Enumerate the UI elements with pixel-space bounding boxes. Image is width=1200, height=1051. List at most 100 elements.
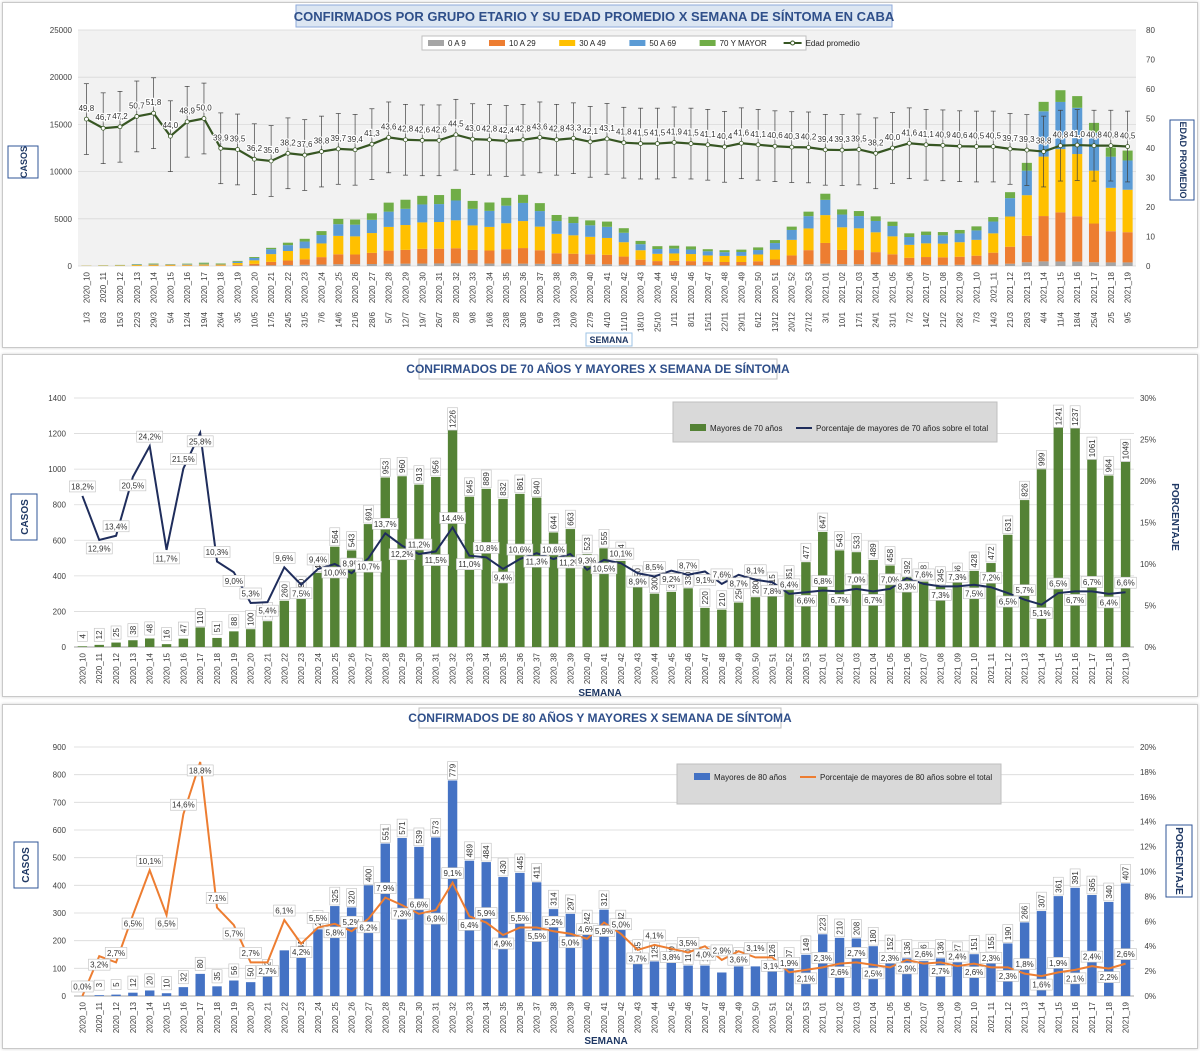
bar-segment-1: [988, 264, 999, 266]
percentage-label: 10,1%: [609, 550, 632, 559]
ylabel-box: [10, 493, 38, 541]
x-tick-week: 2020_52: [785, 1001, 794, 1033]
percentage-label-box: [458, 919, 481, 931]
bar-label-box: [867, 540, 879, 560]
x-tick-week: 2020_10: [78, 1001, 87, 1033]
x-tick-date: 3/1: [821, 311, 830, 323]
bar: [1036, 469, 1047, 647]
x-tick-week: 2020_53: [802, 652, 811, 684]
bar-label: 953: [381, 460, 390, 474]
bar-label-box: [329, 886, 341, 906]
percentage-label: 6,7%: [1083, 578, 1101, 587]
x-tick-week: 2021_08: [937, 1001, 946, 1033]
x-tick-week: 2020_28: [381, 652, 390, 684]
percentage-label-box: [1030, 978, 1053, 991]
bar: [582, 929, 592, 996]
bar-segment-5: [971, 226, 982, 231]
x-tick-week: 2021_06: [903, 652, 912, 684]
bar: [632, 584, 643, 647]
bar-segment-1: [786, 264, 797, 266]
x-tick-week: 2021_16: [1071, 652, 1080, 684]
bar-segment-1: [1105, 262, 1116, 266]
bar: [565, 529, 576, 647]
bar-label: 551: [381, 826, 390, 840]
percentage-label-box: [1097, 971, 1120, 983]
bar-segment-3: [517, 221, 529, 249]
bar-segment-3: [870, 232, 881, 253]
bar-segment-3: [971, 239, 982, 256]
x-tick-week: 2021_11: [987, 652, 996, 683]
percentage-label-box: [811, 952, 834, 964]
bar: [111, 642, 121, 647]
edad-promedio-point: [537, 134, 543, 140]
percentage-label-box: [540, 543, 567, 556]
x-tick-week: 2020_34: [485, 271, 494, 303]
x-tick-week: 2020_30: [418, 271, 427, 303]
percentage-label: 5,9%: [477, 909, 495, 918]
bar-label-box: [480, 469, 492, 489]
chart-mayores-80: CONFIRMADOS DE 80 AÑOS Y MAYORES X SEMAN…: [13, 707, 1193, 1047]
bar: [616, 929, 626, 996]
edad-promedio-point: [151, 110, 156, 116]
x-tick-week: 2020_51: [768, 652, 777, 684]
bar: [245, 982, 256, 996]
bar: [818, 531, 828, 647]
edad-promedio-label: 41,5: [650, 129, 666, 138]
x-tick-week: 2021_03: [852, 1001, 861, 1033]
bar-segment-1: [551, 264, 562, 266]
bar: [1003, 943, 1013, 996]
bar-label-box: [851, 919, 862, 938]
bar-label: 647: [819, 515, 828, 529]
percentage-label-box: [1013, 958, 1036, 970]
bar-label-box: [968, 935, 980, 954]
x-tick-week: 2020_50: [751, 1001, 760, 1033]
bar: [582, 553, 592, 647]
edad-promedio-label: 37,6: [297, 140, 313, 149]
bar: [565, 913, 576, 996]
bar-segment-4: [484, 210, 495, 227]
x-tick-week: 2020_44: [653, 271, 662, 303]
percentage-label: 10,8%: [475, 544, 498, 553]
bar-label-box: [901, 939, 913, 958]
bar-segment-1: [685, 265, 697, 266]
edad-promedio-point: [923, 142, 929, 148]
y-tick: 300: [53, 909, 67, 918]
bar-segment-2: [635, 259, 646, 265]
bar-segment-3: [450, 220, 461, 249]
percentage-label-box: [609, 918, 632, 931]
percentage-label: 7,3%: [393, 910, 411, 919]
percentage-label-box: [862, 594, 885, 606]
bar-label: 32: [179, 972, 188, 981]
bar-segment-5: [904, 233, 915, 238]
bar-label: 1061: [1088, 439, 1097, 457]
y2-tick: 25%: [1140, 436, 1156, 445]
bar-label: 110: [684, 949, 693, 962]
bar-segment-4: [786, 229, 797, 240]
bar-segment-5: [568, 216, 579, 224]
percentage-label-box: [963, 966, 986, 978]
percentage-label-box: [256, 965, 279, 977]
bar-segment-3: [937, 243, 948, 258]
x-tick-week: 2020_48: [721, 271, 730, 303]
bar-label: 411: [533, 865, 542, 878]
bar-segment-1: [585, 264, 596, 266]
edad-promedio-label: 48,9: [179, 107, 195, 116]
x-tick-week: 2021_05: [886, 652, 895, 684]
percentage-label-box: [744, 942, 767, 954]
percentage-label-box: [119, 479, 147, 492]
x-tick-week: 2021_17: [1090, 271, 1099, 303]
x-tick-date: 9/5: [1124, 311, 1133, 323]
bar: [262, 976, 273, 996]
percentage-label-box: [1047, 957, 1070, 969]
percentage-label: 7,9%: [376, 884, 394, 893]
x-tick-week: 2020_53: [805, 271, 814, 303]
bar-segment-3: [753, 254, 764, 262]
x-tick-week: 2020_38: [550, 1001, 559, 1033]
bar-label: 312: [600, 892, 609, 906]
percentage-polyline: [81, 429, 1126, 606]
percentage-label: 8,3%: [898, 583, 916, 592]
edad-promedio-label: 38,8: [314, 137, 330, 146]
edad-promedio-label: 39,3: [834, 135, 850, 144]
bar-label-box: [884, 546, 896, 565]
x-tick-date: 14/3: [989, 311, 998, 327]
